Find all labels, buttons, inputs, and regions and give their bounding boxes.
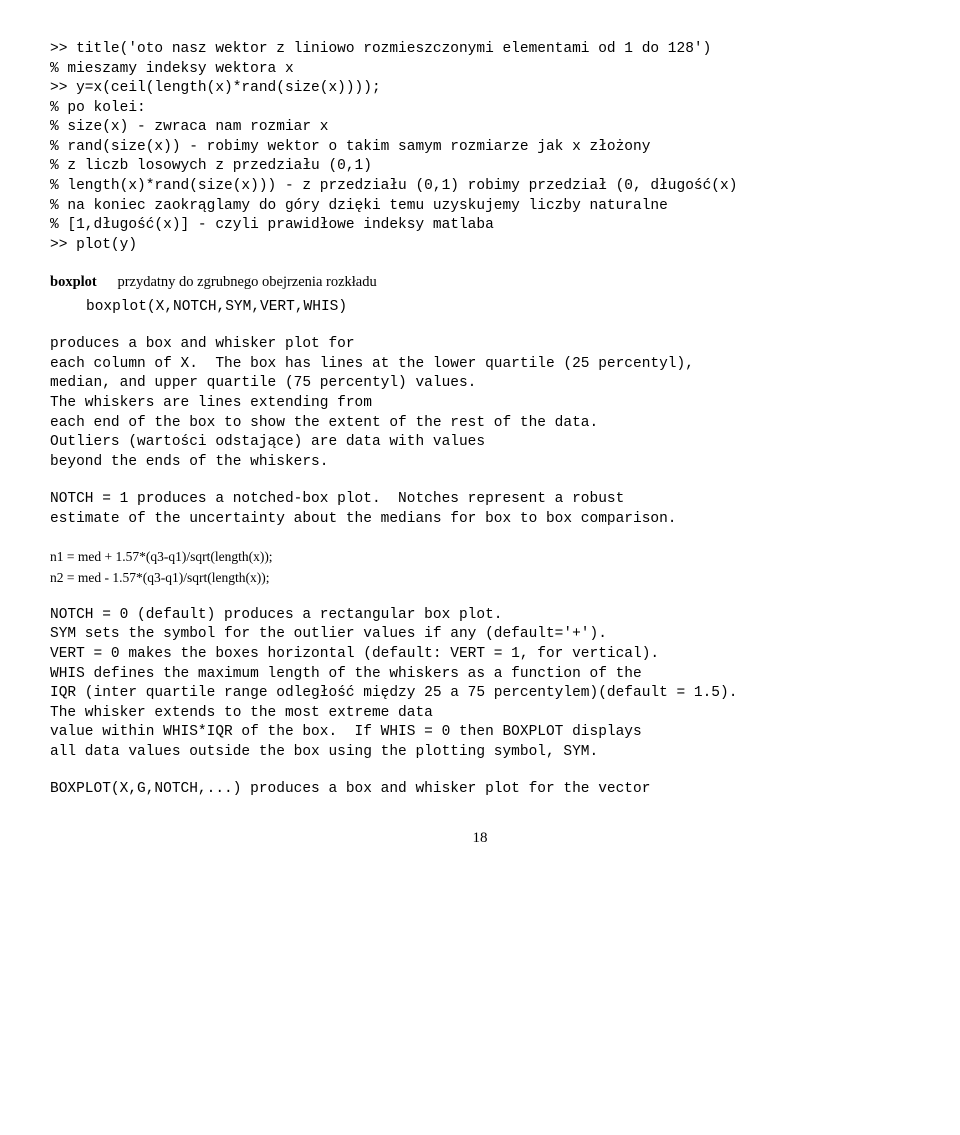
n1-line: n1 = med + 1.57*(q3-q1)/sqrt(length(x)); — [50, 547, 910, 567]
n2-line: n2 = med - 1.57*(q3-q1)/sqrt(length(x)); — [50, 568, 910, 588]
code-block-4: NOTCH = 0 (default) produces a rectangul… — [50, 606, 910, 763]
code-block-2: produces a box and whisker plot for each… — [50, 335, 910, 472]
code-block-5: BOXPLOT(X,G,NOTCH,...) produces a box an… — [50, 780, 910, 800]
boxplot-label: boxplot — [50, 274, 97, 290]
code-block-1: >> title('oto nasz wektor z liniowo rozm… — [50, 40, 910, 255]
code-block-3: NOTCH = 1 produces a notched-box plot. N… — [50, 490, 910, 529]
boxplot-section: boxplot przydatny do zgrubnego obejrzeni… — [50, 273, 910, 317]
page-number: 18 — [50, 828, 910, 848]
boxplot-desc: przydatny do zgrubnego obejrzenia rozkła… — [105, 274, 376, 290]
boxplot-call: boxplot(X,NOTCH,SYM,VERT,WHIS) — [50, 298, 910, 318]
